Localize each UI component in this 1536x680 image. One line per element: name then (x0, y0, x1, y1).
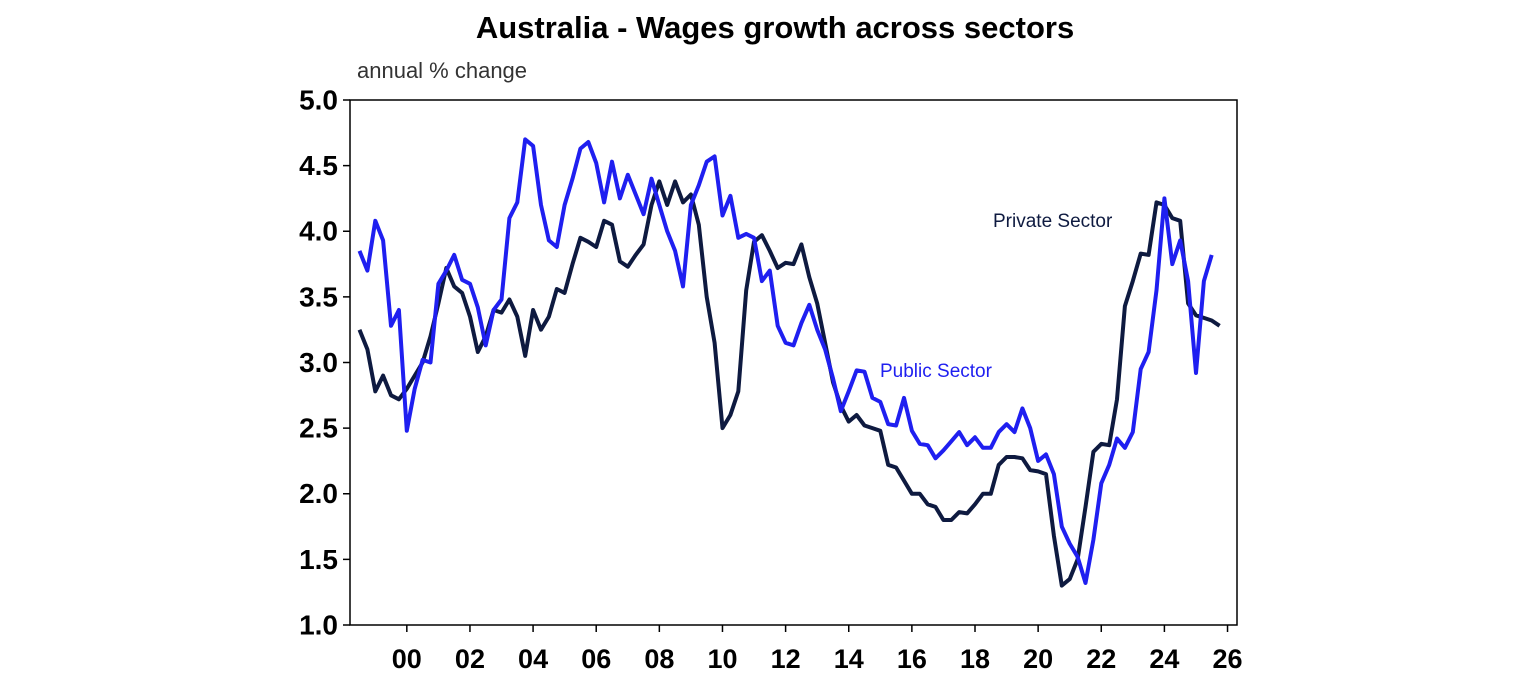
series-label: Public Sector (880, 361, 993, 382)
x-tick-label: 00 (392, 644, 422, 674)
x-tick-label: 24 (1149, 644, 1179, 674)
x-tick-label: 26 (1213, 644, 1243, 674)
chart-subtitle: annual % change (357, 58, 527, 83)
chart-title: Australia - Wages growth across sectors (476, 10, 1074, 45)
x-tick-label: 20 (1023, 644, 1053, 674)
y-tick-label: 3.0 (299, 347, 338, 378)
x-tick-label: 18 (960, 644, 990, 674)
x-tick-label: 16 (897, 644, 927, 674)
y-tick-label: 3.5 (299, 281, 338, 312)
x-tick-label: 04 (518, 644, 548, 674)
y-tick-label: 1.0 (299, 609, 338, 640)
series-line (357, 179, 1221, 588)
y-tick-label: 2.0 (299, 478, 338, 509)
y-tick-label: 4.0 (299, 216, 338, 247)
x-tick-label: 10 (707, 644, 737, 674)
plot-frame (349, 99, 1238, 626)
x-tick-label: 02 (455, 644, 485, 674)
x-tick-label: 08 (644, 644, 674, 674)
x-tick-label: 14 (834, 644, 864, 674)
x-tick-label: 22 (1086, 644, 1116, 674)
x-tick-label: 12 (771, 644, 801, 674)
x-tick-label: 06 (581, 644, 611, 674)
y-tick-label: 4.5 (299, 150, 338, 181)
series-label: Private Sector (993, 211, 1113, 232)
y-tick-label: 2.5 (299, 413, 338, 444)
y-tick-label: 5.0 (299, 84, 338, 115)
series-line (357, 137, 1214, 585)
y-tick-label: 1.5 (299, 544, 338, 575)
